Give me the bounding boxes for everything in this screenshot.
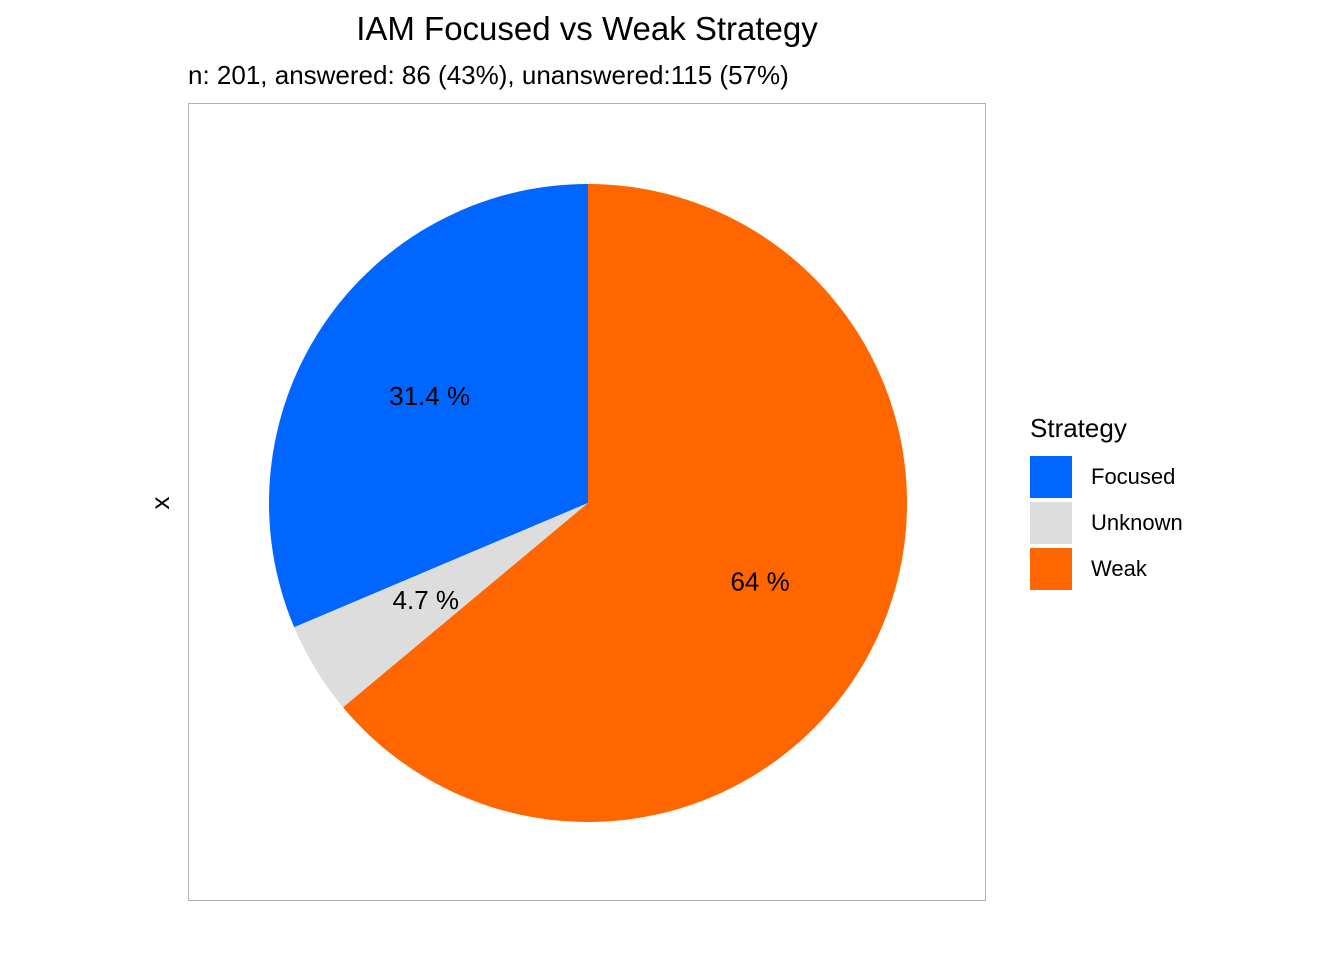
legend-key-unknown: [1030, 502, 1072, 544]
legend-items: Focused Unknown Weak: [1030, 454, 1183, 592]
legend-key-weak: [1030, 548, 1072, 590]
chart-title: IAM Focused vs Weak Strategy: [356, 10, 818, 47]
slice-label-weak: 64 %: [730, 566, 789, 596]
pie-slice-unknown: [294, 503, 588, 708]
pie-slice-weak: [343, 183, 908, 822]
legend-label-unknown: Unknown: [1091, 510, 1183, 535]
legend-key-focused: [1030, 456, 1072, 498]
legend-title: Strategy: [1030, 413, 1127, 443]
legend-item-weak: Weak: [1030, 546, 1183, 592]
pie-chart: 31.4 % 4.7 % 64 %: [268, 183, 908, 822]
legend: Strategy Focused Unknown Weak: [1030, 408, 1183, 592]
chart-subtitle: n: 201, answered: 86 (43%), unanswered:1…: [188, 60, 789, 90]
legend-label-focused: Focused: [1091, 464, 1176, 489]
pie-slice-focused: [268, 184, 588, 628]
slice-label-focused: 31.4 %: [389, 381, 470, 411]
slice-label-unknown: 4.7 %: [393, 585, 460, 615]
plot-panel: 31.4 % 4.7 % 64 %: [188, 103, 986, 901]
legend-item-focused: Focused: [1030, 454, 1183, 500]
y-axis-label: x: [145, 496, 175, 510]
legend-item-unknown: Unknown: [1030, 500, 1183, 546]
legend-label-weak: Weak: [1091, 556, 1147, 581]
